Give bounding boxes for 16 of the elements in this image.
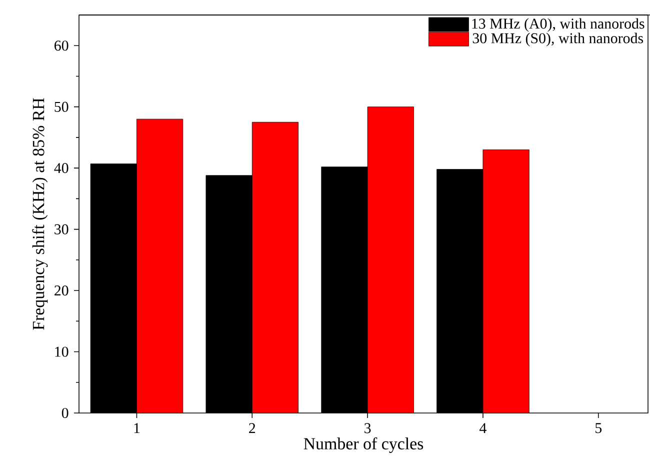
y-tick-label: 40 xyxy=(54,163,68,174)
y-tick-label: 50 xyxy=(54,102,68,112)
x-tick-label: 2 xyxy=(249,423,256,434)
x-tick-label: 5 xyxy=(596,423,602,434)
x-tick-label: 4 xyxy=(480,423,486,433)
legend-label: 30 MHz (S0), with nanorods xyxy=(472,32,644,46)
y-tick-label: 10 xyxy=(55,346,68,357)
x-tick-label: 1 xyxy=(134,423,140,434)
y-tick-label: 60 xyxy=(54,40,68,51)
legend-label: 13 MHz (A0), with nanorods xyxy=(472,18,644,32)
y-tick-label: 30 xyxy=(54,224,68,234)
x-tick-label: 3 xyxy=(364,423,371,434)
x-axis-title: Number of cycles xyxy=(304,437,424,453)
y-axis-title: Frequency shift (KHz) at 85% RH xyxy=(32,98,48,330)
y-tick-label: 0 xyxy=(62,408,68,418)
y-tick-label: 20 xyxy=(54,285,68,296)
